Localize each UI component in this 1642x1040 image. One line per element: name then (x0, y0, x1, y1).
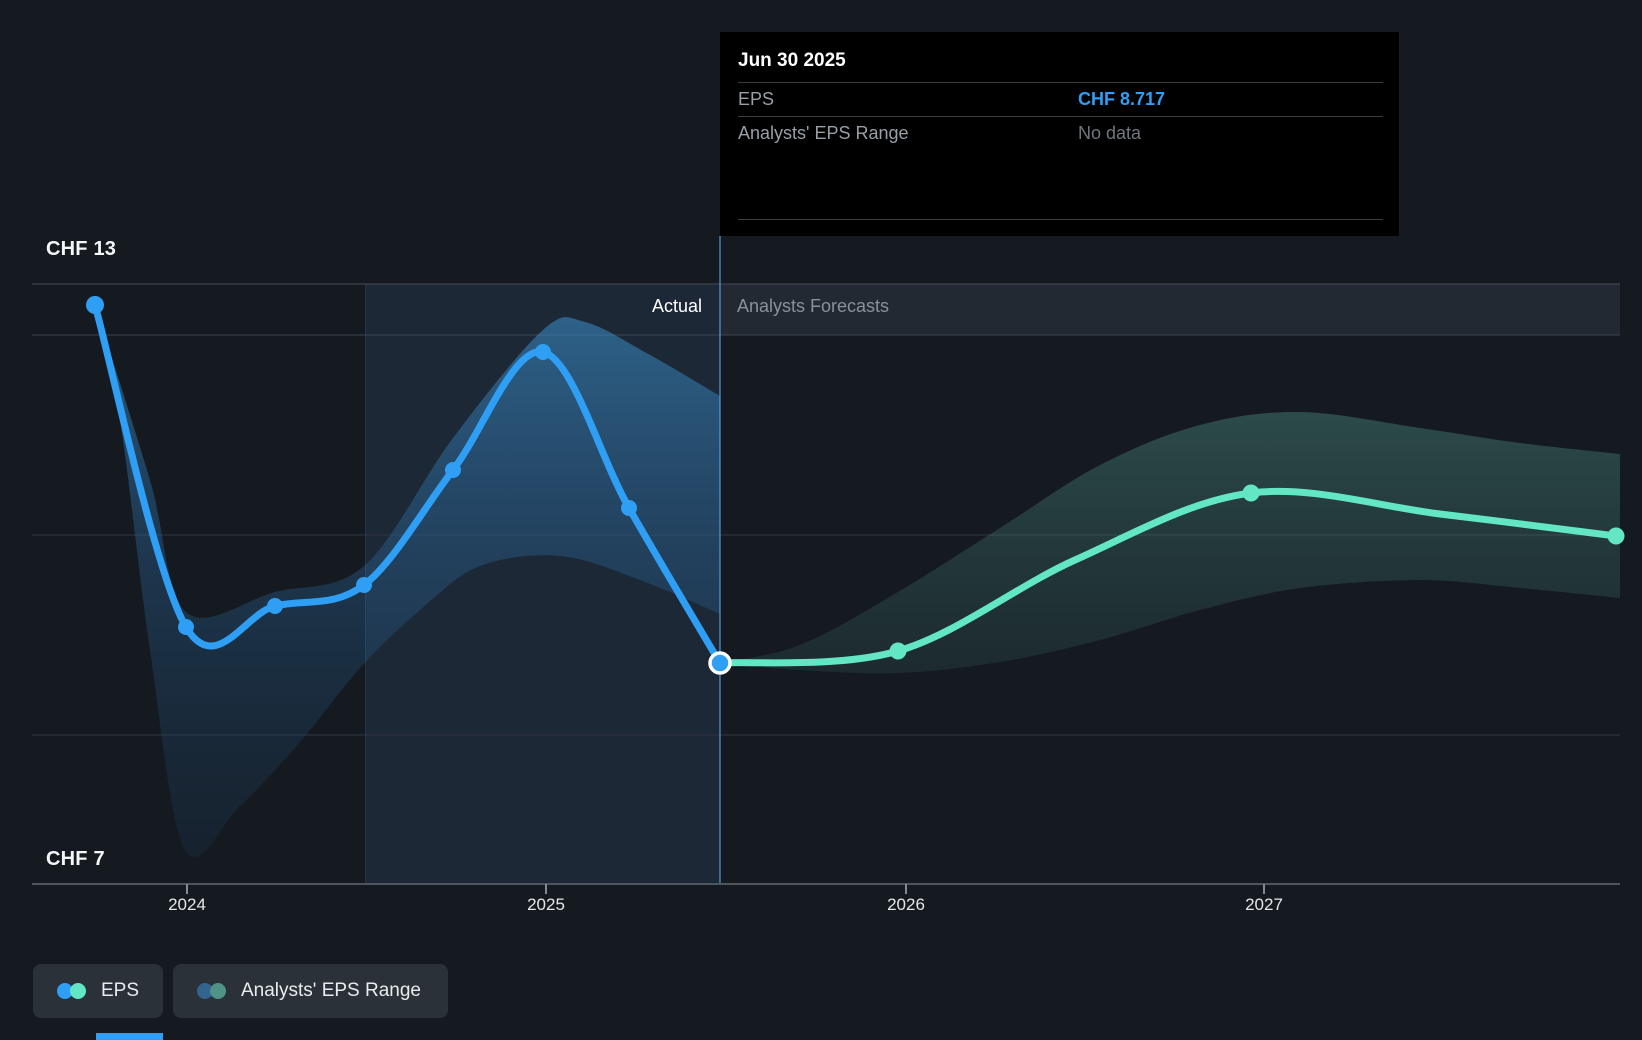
tooltip-eps-value: CHF 8.717 (1078, 89, 1166, 109)
tooltip-eps-label: EPS (738, 89, 775, 109)
tooltip-date: Jun 30 2025 (738, 50, 846, 71)
forecast-point (1607, 527, 1625, 545)
y-axis-label-bottom: CHF 7 (46, 848, 105, 870)
tooltip-range-value: No data (1078, 123, 1142, 143)
section-label-actual: Actual (651, 296, 702, 316)
analysts-eps-range-band (720, 411, 1620, 674)
section-label-forecast: Analysts Forecasts (737, 296, 890, 316)
forecast-header-strip (720, 284, 1620, 335)
tooltip-row-range: Analysts' EPS Range No data (738, 116, 1383, 150)
x-axis-year-label: 2024 (168, 895, 206, 914)
tooltip: Jun 30 2025 EPS CHF 8.717 Analysts' EPS … (720, 32, 1399, 236)
tooltip-row-eps: EPS CHF 8.717 (738, 82, 1383, 116)
legend-item-analysts-eps-range[interactable]: Analysts' EPS Range (173, 964, 448, 1018)
eps-line (91, 301, 724, 667)
tooltip-range-label: Analysts' EPS Range (738, 123, 909, 143)
eps-point (86, 296, 104, 314)
eps-point (445, 462, 461, 478)
eps-legend-dots-icon (57, 983, 87, 999)
eps-point (535, 344, 551, 360)
eps-point (356, 577, 372, 593)
range-legend-dots-icon (197, 983, 227, 999)
forecast-point (1242, 484, 1260, 502)
legend: EPS Analysts' EPS Range (33, 964, 448, 1018)
forecast-point (889, 642, 907, 660)
eps-point (178, 619, 194, 635)
x-axis-year-label: 2026 (887, 895, 925, 914)
selected-point-jun-30-2025 (708, 651, 732, 675)
x-axis-year-label: 2025 (527, 895, 565, 914)
legend-range-label: Analysts' EPS Range (241, 980, 421, 1001)
y-axis-label-top: CHF 13 (46, 238, 117, 260)
legend-eps-label: EPS (101, 980, 140, 1001)
eps-point (267, 598, 283, 614)
historical-eps-range-band (95, 305, 720, 858)
forecast-line (716, 487, 1620, 667)
x-axis-year-label: 2027 (1245, 895, 1283, 914)
eps-point (621, 500, 637, 516)
tooltip-bottom-separator (738, 219, 1383, 220)
bottom-scroll-indicator[interactable] (96, 1033, 163, 1040)
legend-item-eps[interactable]: EPS (33, 964, 163, 1018)
